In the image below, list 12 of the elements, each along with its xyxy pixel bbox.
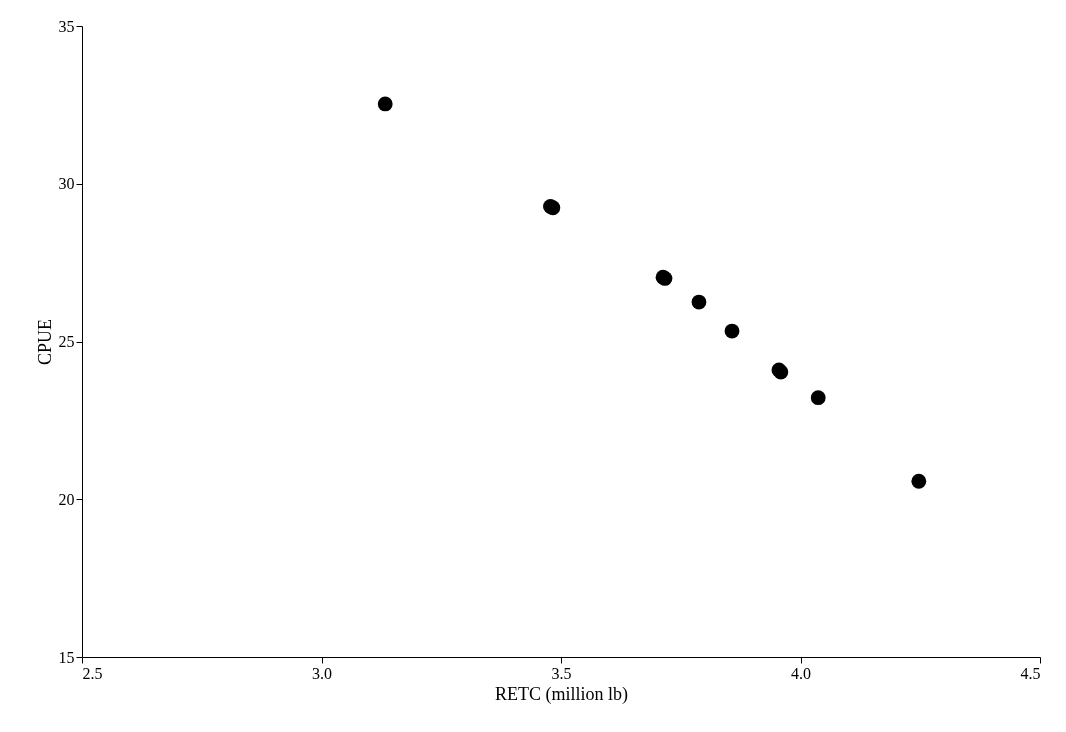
x-tick-label: 4.5 [1020,664,1041,682]
x-tick-label: 4.0 [791,664,811,682]
x-tick-label: 2.5 [82,664,103,682]
y-tick-label: 30 [58,175,75,193]
y-tick-label: 25 [58,333,75,350]
y-tick-label: 35 [58,17,75,35]
y-axis-title: CPUE [34,318,55,366]
x-tick-label: 3.5 [551,664,572,682]
x-axis-title: RETC (million lb) [495,683,628,705]
y-tick-label: 15 [58,648,75,666]
x-tick-label: 3.0 [312,664,332,682]
y-tick-label: 20 [58,490,75,508]
